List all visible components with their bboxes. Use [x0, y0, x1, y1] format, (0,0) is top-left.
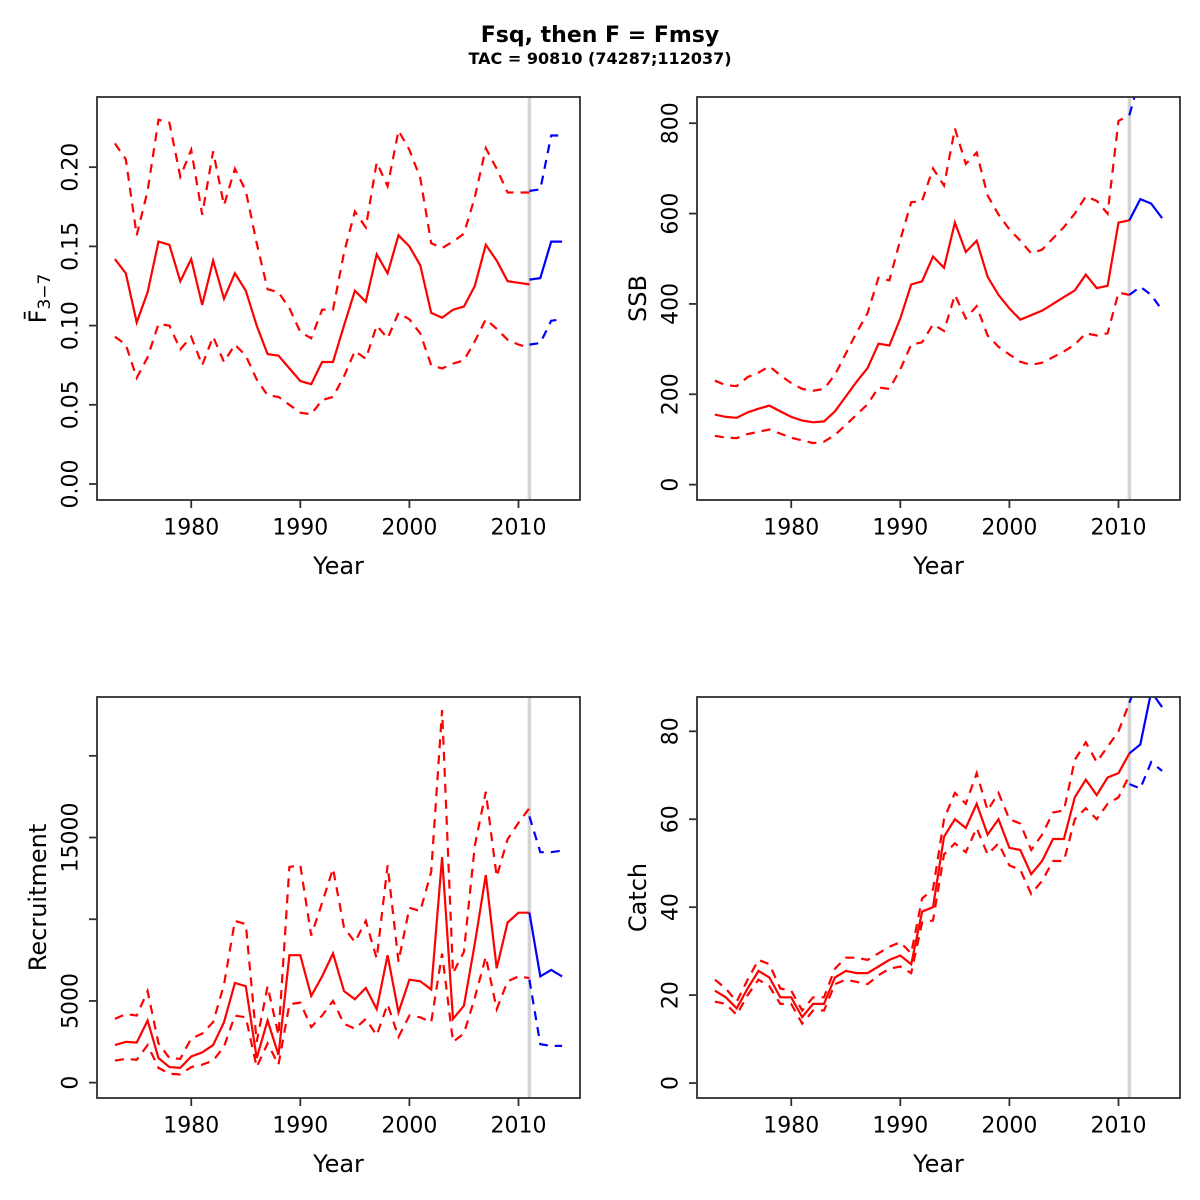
ssb-forecast-upper-line	[1128, 97, 1136, 116]
catch-y-tick-label: 40	[659, 893, 684, 921]
fbar-y-axis-title: F̄3−7	[23, 274, 55, 324]
fbar-forecast-lower-line	[529, 318, 563, 346]
rec-x-axis: 1980 1990 2000 2010 Year	[163, 1098, 546, 1178]
catch-x-axis-title: Year	[912, 1150, 964, 1178]
fbar-x-tick-label: 2000	[381, 516, 437, 541]
fbar-y-tick-label: 0.15	[59, 222, 84, 271]
rec-y-tick-label: 15000	[59, 803, 84, 873]
ssb-y-tick-label: 400	[659, 283, 684, 325]
rec-historic-median-line	[114, 857, 530, 1070]
catch-y-tick-label: 20	[659, 981, 684, 1009]
figure-subtitle: TAC = 90810 (74287;112037)	[468, 49, 732, 68]
rec-y-axis: 0 5000 15000	[59, 754, 97, 1090]
fbar-historic-lower-line	[114, 311, 530, 416]
ssb-y-axis: 0 200 400 600 800	[659, 102, 697, 492]
rec-x-tick-label: 2010	[490, 1114, 546, 1139]
ssb-x-tick-label: 2010	[1090, 516, 1146, 541]
catch-historic-lower-line	[714, 774, 1131, 1026]
catch-x-tick-label: 1980	[763, 1114, 819, 1139]
catch-y-axis-title: Catch	[624, 863, 652, 932]
catch-y-axis: 0 20 40 60 80	[659, 717, 697, 1090]
catch-forecast-median-line	[1128, 697, 1163, 755]
catch-x-axis: 1980 1990 2000 2010 Year	[763, 1098, 1146, 1178]
ssb-panel: 1980 1990 2000 2010 Year 0 200 400 600 800 SSB	[624, 96, 1181, 580]
ssb-historic-median-line	[714, 218, 1130, 424]
ssb-x-axis: 1980 1990 2000 2010 Year	[763, 500, 1146, 580]
catch-panel: 1980 1990 2000 2010 Year 0 20 40 60 80 Catch	[624, 696, 1181, 1178]
ssb-forecast-median-line	[1128, 197, 1163, 221]
fbar-forecast-upper-line	[529, 134, 563, 192]
fbar-x-axis: 1980 1990 2000 2010 Year	[163, 500, 546, 580]
ssb-y-tick-label: 600	[659, 193, 684, 235]
ssb-y-axis-title: SSB	[624, 275, 652, 322]
rec-forecast-upper-line	[528, 815, 563, 854]
ssb-x-tick-label: 1990	[872, 516, 928, 541]
rec-x-tick-label: 1980	[163, 1114, 219, 1139]
rec-x-tick-label: 1990	[272, 1114, 328, 1139]
ssb-plot-frame	[696, 96, 1181, 501]
catch-plot-frame	[696, 696, 1181, 1099]
fbar-y-tick-label: 0.00	[59, 460, 84, 509]
catch-historic-median-line	[714, 752, 1131, 1020]
ssb-x-tick-label: 2000	[981, 516, 1037, 541]
rec-x-tick-label: 2000	[381, 1114, 437, 1139]
rec-plot-frame	[96, 696, 581, 1099]
catch-y-tick-label: 60	[659, 805, 684, 833]
catch-y-tick-label: 80	[659, 717, 684, 745]
catch-historic-upper-line	[714, 702, 1131, 1013]
rec-y-tick-label: 5000	[59, 973, 84, 1029]
ssb-y-tick-label: 800	[659, 102, 684, 144]
fbar-x-axis-title: Year	[312, 552, 364, 580]
ssb-forecast-lower-line	[1128, 285, 1163, 311]
fbar-historic-median-line	[114, 233, 530, 386]
fbar-y-tick-label: 0.10	[59, 301, 84, 350]
fbar-x-tick-label: 2010	[490, 516, 546, 541]
rec-panel: 1980 1990 2000 2010 Year 0 5000 15000 Recruitmen…	[24, 696, 581, 1178]
rec-y-tick-label: 0	[59, 1076, 84, 1090]
rec-forecast-median-line	[528, 912, 563, 979]
fbar-x-tick-label: 1980	[163, 516, 219, 541]
fbar-panel: 1980 1990 2000 2010 Year 0.00 0.05 0.10 0.15 0.20…	[23, 96, 581, 580]
fbar-y-tick-label: 0.20	[59, 143, 84, 192]
catch-forecast-lower-line	[1128, 760, 1163, 790]
fbar-y-axis: 0.00 0.05 0.10 0.15 0.20	[59, 143, 97, 509]
fbar-plot-frame	[96, 96, 581, 501]
catch-x-tick-label: 1990	[872, 1114, 928, 1139]
catch-x-tick-label: 2000	[981, 1114, 1037, 1139]
ssb-x-tick-label: 1980	[763, 516, 819, 541]
fbar-forecast-median-line	[529, 240, 563, 281]
fbar-x-tick-label: 1990	[272, 516, 328, 541]
catch-x-tick-label: 2010	[1090, 1114, 1146, 1139]
rec-y-axis-title: Recruitment	[24, 824, 52, 971]
figure-title: Fsq, then F = Fmsy	[480, 23, 720, 48]
ssb-y-tick-label: 200	[659, 373, 684, 415]
rec-historic-lower-line	[114, 953, 530, 1076]
ssb-y-tick-label: 0	[659, 478, 684, 492]
fbar-y-tick-label: 0.05	[59, 380, 84, 429]
rec-x-axis-title: Year	[312, 1150, 364, 1178]
ssb-historic-lower-line	[714, 291, 1130, 445]
rec-historic-upper-line	[114, 710, 531, 1061]
ssb-x-axis-title: Year	[912, 552, 964, 580]
catch-y-tick-label: 0	[659, 1076, 684, 1090]
fbar-historic-upper-line	[113, 118, 530, 340]
rec-forecast-lower-line	[528, 979, 563, 1048]
